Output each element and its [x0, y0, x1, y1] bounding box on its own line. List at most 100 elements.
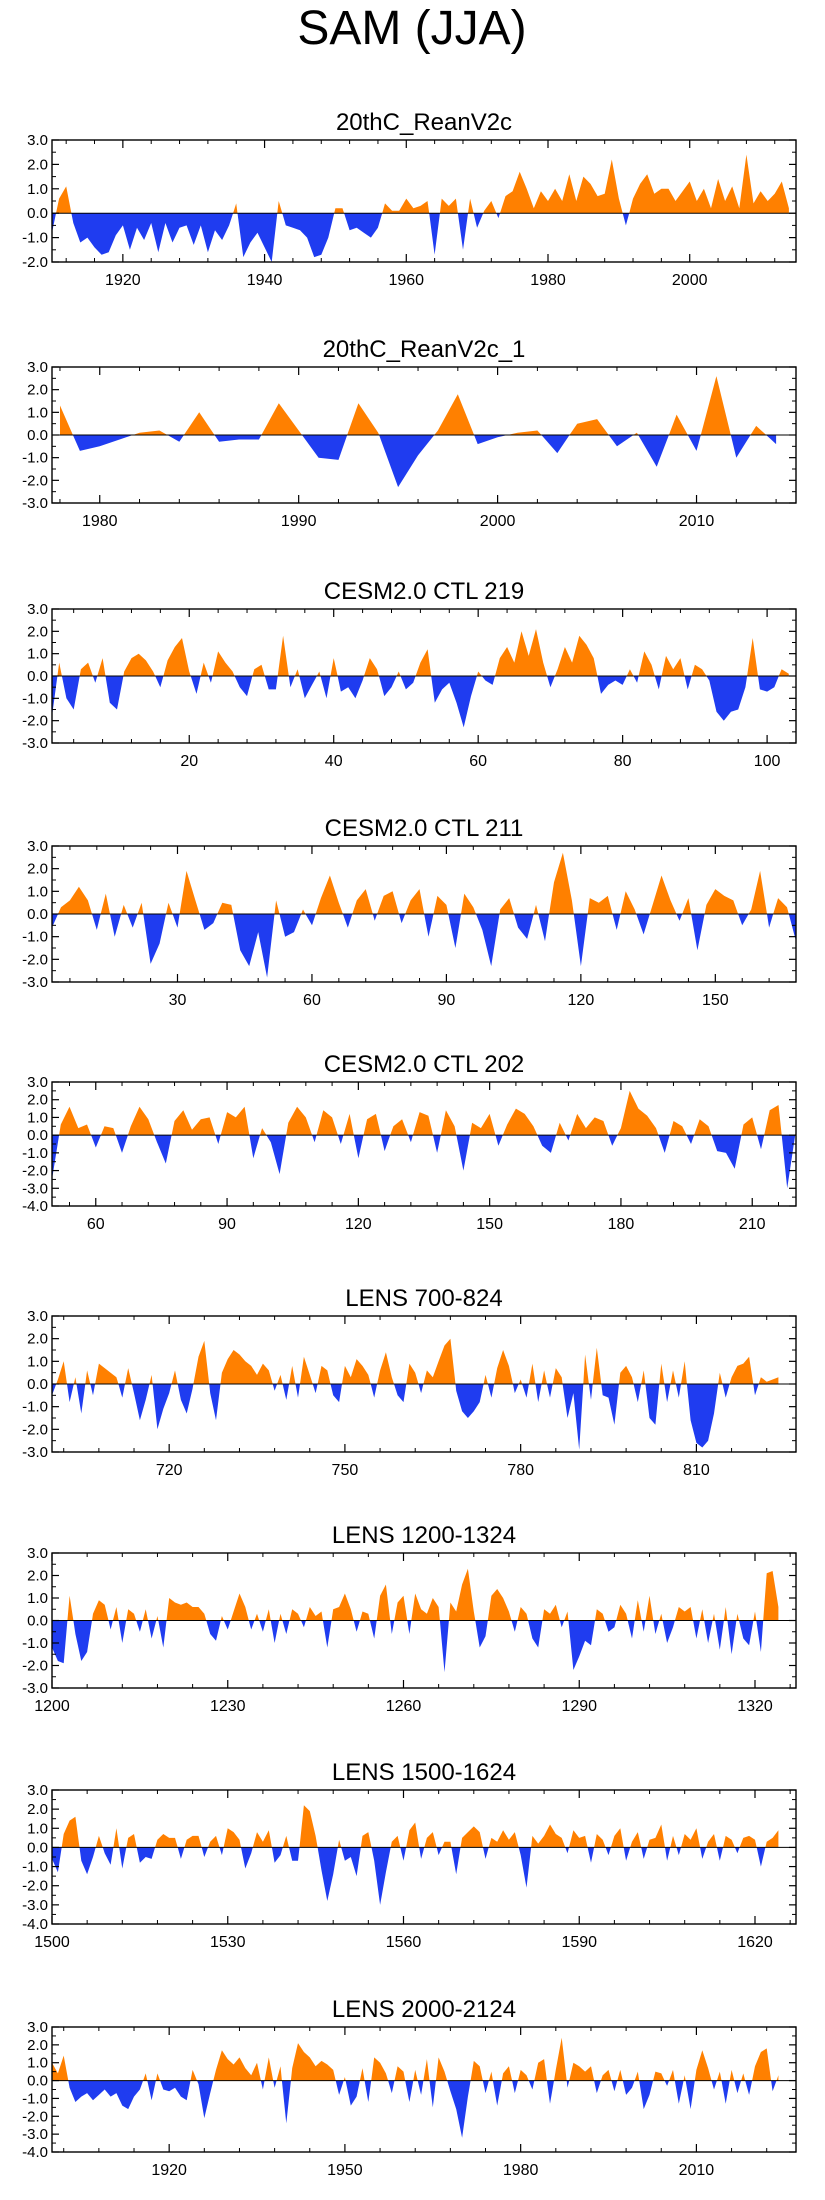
x-tick-label: 720 [156, 1462, 183, 1479]
x-tick-label: 180 [608, 1216, 635, 1233]
y-tick-label: 3.0 [27, 1545, 48, 1562]
y-tick-label: 2.0 [27, 1801, 48, 1818]
x-tick-label: 2010 [679, 513, 715, 530]
negative-area [52, 914, 796, 978]
panel-2: 20thC_ReanV2c_1 -3.0 -2.0 -1.0 0.0 1.0 2.0 3.0 1… [22, 336, 797, 530]
positive-area [52, 629, 789, 676]
y-tick-label: 1.0 [27, 181, 48, 198]
x-tick-label: 2000 [672, 272, 708, 289]
panel-7: LENS 1200-1324 -3.0 -2.0 -1.0 0.0 1.0 2.0 3.0 12… [22, 1522, 797, 1715]
panel-4: CESM2.0 CTL 211 -3.0 -2.0 -1.0 0.0 1.0 2.0 3.0 3… [22, 815, 797, 1009]
x-tick-label: 1200 [34, 1698, 70, 1715]
x-tick-label: 1230 [210, 1698, 246, 1715]
y-tick-label: 2.0 [27, 623, 48, 640]
y-tick-label: 2.0 [27, 861, 48, 878]
x-tick-label: 60 [303, 992, 321, 1009]
panel-title: LENS 1500-1624 [332, 1759, 516, 1786]
y-tick-label: 1.0 [27, 404, 48, 421]
y-tick-label: -2.0 [22, 1658, 48, 1675]
y-tick-label: 2.0 [27, 1331, 48, 1348]
y-tick-label: 0.0 [27, 906, 48, 923]
x-tick-label: 60 [87, 1216, 105, 1233]
y-tick-label: 1.0 [27, 1590, 48, 1607]
y-tick-label: 2.0 [27, 2037, 48, 2054]
y-tick-label: -1.0 [22, 1635, 48, 1652]
y-tick-label: -3.0 [22, 495, 48, 512]
figure-title: SAM (JJA) [297, 2, 526, 55]
x-tick-label: 210 [739, 1216, 766, 1233]
x-tick-label: 1260 [386, 1698, 422, 1715]
plot-frame [51, 1789, 797, 1925]
y-tick-label: -3.0 [22, 1897, 48, 1914]
y-tick-label: 2.0 [27, 1568, 48, 1585]
panel-title: LENS 700-824 [345, 1285, 502, 1312]
x-tick-label: 20 [180, 753, 198, 770]
y-tick-label: 0.0 [27, 1839, 48, 1856]
x-tick-label: 1980 [82, 513, 118, 530]
y-tick-label: 0.0 [27, 2073, 48, 2090]
x-tick-label: 30 [169, 992, 187, 1009]
x-tick-label: 90 [438, 992, 456, 1009]
y-tick-label: 3.0 [27, 132, 48, 149]
y-tick-label: 1.0 [27, 1353, 48, 1370]
x-tick-label: 60 [469, 753, 487, 770]
positive-area [52, 2037, 779, 2081]
x-tick-label: 150 [702, 992, 729, 1009]
y-tick-label: -2.0 [22, 713, 48, 730]
x-tick-label: 1620 [737, 1934, 773, 1951]
x-tick-label: 1920 [105, 272, 141, 289]
y-tick-label: 1.0 [27, 646, 48, 663]
y-tick-label: -3.0 [22, 1444, 48, 1461]
y-tick-label: -4.0 [22, 1198, 48, 1215]
panel-5: CESM2.0 CTL 202 -4.0-3.0-2.0-1.00.01.02.0… [22, 1051, 797, 1233]
y-tick-label: 1.0 [27, 883, 48, 900]
panel-title: CESM2.0 CTL 211 [325, 815, 524, 842]
y-tick-label: 0.0 [27, 1613, 48, 1630]
x-tick-label: 1320 [737, 1698, 773, 1715]
y-tick-label: -1.0 [22, 929, 48, 946]
y-tick-label: 0.0 [27, 1127, 48, 1144]
y-tick-label: -4.0 [22, 1916, 48, 1933]
x-tick-label: 1920 [151, 2162, 187, 2179]
negative-area [52, 1620, 779, 1673]
panel-3: CESM2.0 CTL 219 -3.0 -2.0 -1.0 0.0 1.0 2.0 3.0 2… [22, 578, 797, 770]
panel-6: LENS 700-824 -3.0 -2.0 -1.0 0.0 1.0 2.0 3.0 720 7… [22, 1285, 797, 1479]
positive-area [52, 1090, 796, 1136]
x-tick-label: 1530 [210, 1934, 246, 1951]
x-tick-label: 1950 [327, 2162, 363, 2179]
x-tick-label: 1500 [34, 1934, 70, 1951]
y-tick-label: -2.0 [22, 951, 48, 968]
y-tick-label: -3.0 [22, 2126, 48, 2143]
y-tick-label: -3.0 [22, 974, 48, 991]
y-tick-label: 3.0 [27, 1308, 48, 1325]
positive-area [52, 852, 796, 914]
x-tick-label: 90 [218, 1216, 236, 1233]
x-tick-label: 100 [754, 753, 781, 770]
panel-title: 20thC_ReanV2c_1 [323, 336, 526, 363]
x-tick-label: 120 [345, 1216, 372, 1233]
y-tick-label: 0.0 [27, 668, 48, 685]
y-tick-label: 0.0 [27, 1376, 48, 1393]
x-tick-label: 1960 [388, 272, 424, 289]
panel-1: 20thC_ReanV2c -2.0 -1.0 0.0 1.0 2.0 3.0 1920 194… [22, 109, 797, 289]
negative-area [52, 676, 789, 728]
y-tick-label: -1.0 [22, 450, 48, 467]
y-tick-label: 3.0 [27, 2019, 48, 2036]
x-tick-label: 1590 [561, 1934, 597, 1951]
x-tick-label: 150 [476, 1216, 503, 1233]
positive-area [52, 1568, 779, 1621]
y-tick-label: 2.0 [27, 156, 48, 173]
panel-title: CESM2.0 CTL 219 [324, 578, 525, 605]
y-tick-label: 1.0 [27, 2055, 48, 2072]
y-tick-label: 1.0 [27, 1109, 48, 1126]
x-tick-label: 120 [568, 992, 595, 1009]
x-tick-label: 810 [683, 1462, 710, 1479]
y-tick-label: -3.0 [22, 1180, 48, 1197]
x-tick-label: 1980 [530, 272, 566, 289]
y-tick-label: 3.0 [27, 359, 48, 376]
negative-area [52, 213, 789, 262]
y-tick-label: 2.0 [27, 1092, 48, 1109]
y-tick-label: -4.0 [22, 2144, 48, 2161]
